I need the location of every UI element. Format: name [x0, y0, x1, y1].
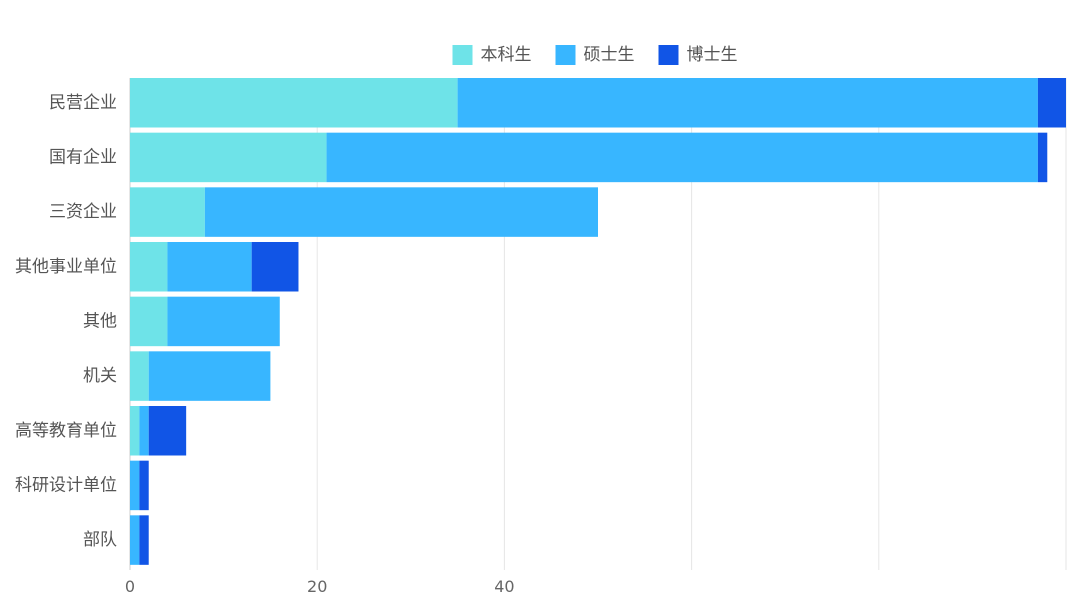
category-label: 部队: [83, 530, 117, 550]
bar-segment: [130, 460, 140, 511]
category-label: 其他: [83, 311, 117, 331]
bar-segment: [130, 515, 140, 565]
category-label: 高等教育单位: [15, 421, 117, 441]
x-axis-ticks: 0 20 40: [125, 577, 515, 596]
bar-segment: [130, 296, 168, 347]
x-tick-label: 40: [494, 577, 514, 596]
bar-segment: [139, 515, 149, 565]
bar-segment: [130, 187, 205, 237]
bar-segment: [326, 132, 1038, 183]
bar-segment: [167, 242, 252, 292]
legend-label: 硕士生: [584, 45, 635, 65]
legend-label: 本科生: [481, 45, 532, 65]
bar-segment: [251, 242, 299, 292]
legend: 本科生 硕士生 博士生: [452, 45, 738, 65]
bar-segment: [1037, 78, 1066, 128]
legend-swatch: [658, 45, 679, 65]
bar-segment: [204, 187, 598, 237]
legend-label: 博士生: [687, 45, 738, 65]
bar-segment: [130, 132, 327, 183]
bar-segment: [1037, 132, 1048, 183]
category-label: 国有企业: [49, 147, 117, 167]
bars: [130, 78, 1066, 565]
x-tick-label: 20: [307, 577, 327, 596]
legend-item[interactable]: 本科生: [452, 45, 532, 65]
category-label: 科研设计单位: [15, 475, 117, 495]
category-label: 三资企业: [49, 202, 117, 222]
bar-segment: [457, 78, 1038, 128]
legend-item[interactable]: 博士生: [658, 45, 738, 65]
legend-swatch: [555, 45, 576, 65]
bar-segment: [167, 296, 280, 347]
category-label: 民营企业: [49, 93, 117, 113]
bar-segment: [130, 406, 140, 456]
bar-segment: [130, 78, 458, 128]
bar-segment: [139, 460, 149, 511]
bar-segment: [148, 406, 187, 456]
category-label: 其他事业单位: [15, 257, 117, 277]
x-tick-label: 0: [125, 577, 135, 596]
bar-segment: [148, 351, 271, 401]
bar-segment: [130, 242, 168, 292]
legend-swatch: [452, 45, 473, 65]
category-label: 机关: [83, 366, 117, 386]
bar-segment: [130, 351, 149, 401]
legend-item[interactable]: 硕士生: [555, 45, 635, 65]
bar-segment: [139, 406, 149, 456]
